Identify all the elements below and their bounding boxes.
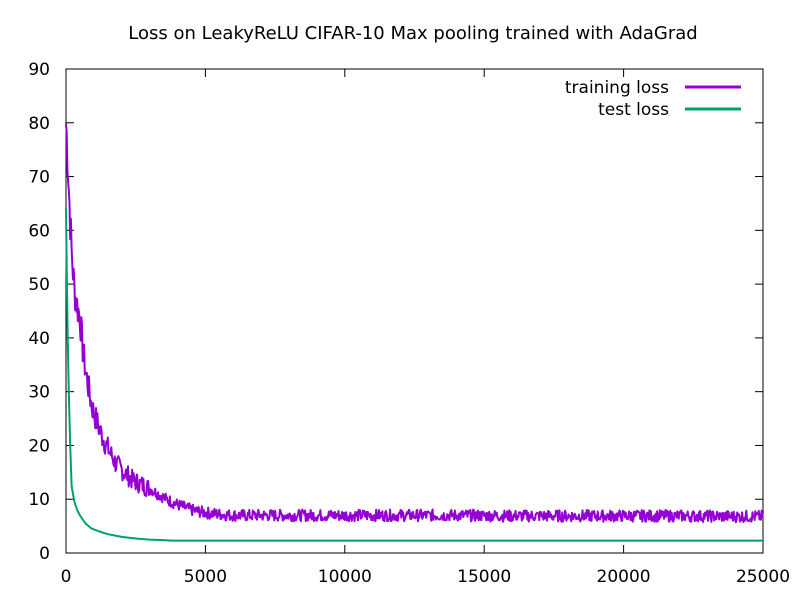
y-tick-label: 70 [28, 168, 50, 188]
test-loss-line [65, 208, 763, 542]
x-tick-label: 0 [61, 567, 72, 587]
plot-border [65, 68, 764, 554]
legend-label: test loss [598, 100, 669, 120]
x-tick-label: 15000 [457, 567, 511, 587]
y-tick-label: 90 [28, 60, 50, 80]
x-tick-label: 20000 [597, 567, 651, 587]
y-tick-label: 80 [28, 114, 50, 134]
training-loss-line [65, 123, 764, 524]
chart-title: Loss on LeakyReLU CIFAR-10 Max pooling t… [128, 23, 697, 44]
y-tick-label: 0 [39, 544, 50, 564]
y-tick-label: 40 [28, 329, 50, 349]
x-tick-label: 5000 [184, 567, 227, 587]
x-tick-label: 10000 [318, 567, 372, 587]
legend-label: training loss [565, 78, 669, 98]
y-tick-label: 30 [28, 383, 50, 403]
y-tick-label: 10 [28, 490, 50, 510]
y-tick-label: 20 [28, 436, 50, 456]
axis-ticks: 0 5000 10000 15000 20000 25000 0 10 20 30 40 50 60 70… [28, 60, 790, 587]
y-tick-label: 60 [28, 221, 50, 241]
series-layer [65, 123, 764, 542]
y-tick-label: 50 [28, 275, 50, 295]
x-tick-label: 25000 [736, 567, 790, 587]
